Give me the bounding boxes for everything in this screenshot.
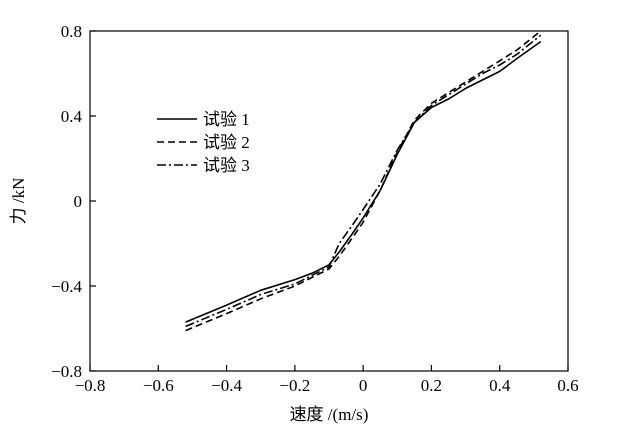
x-axis-label: 速度 /(m/s) bbox=[290, 405, 369, 424]
y-axis-label: 力 /kN bbox=[9, 178, 28, 225]
legend: 试验 1 试验 2 试验 3 bbox=[157, 110, 250, 175]
y-tick-label: 0.4 bbox=[61, 107, 83, 126]
x-tick-label: −0.6 bbox=[143, 376, 174, 395]
x-tick-label: 0.4 bbox=[489, 376, 511, 395]
series-line-1 bbox=[185, 40, 542, 323]
x-tick-label: −0.4 bbox=[211, 376, 242, 395]
y-tick-label: −0.4 bbox=[51, 277, 82, 296]
ticks bbox=[89, 30, 569, 372]
x-tick-label: −0.8 bbox=[75, 376, 106, 395]
series-line-2 bbox=[185, 30, 542, 332]
series-line-3 bbox=[185, 34, 542, 328]
y-tick-label: −0.8 bbox=[51, 362, 82, 381]
x-tick-label: 0.2 bbox=[421, 376, 442, 395]
x-tick-label: −0.2 bbox=[279, 376, 310, 395]
y-tick-label: 0 bbox=[74, 192, 83, 211]
legend-label-2: 试验 2 bbox=[203, 133, 250, 152]
tick-labels: −0.8 −0.6 −0.4 −0.2 0 0.2 0.4 0.6 −0.8 −0.4 0 0.4 0.… bbox=[51, 22, 578, 395]
x-tick-label: 0.6 bbox=[557, 376, 578, 395]
legend-label-3: 试验 3 bbox=[203, 156, 250, 175]
plot-frame bbox=[89, 30, 569, 372]
legend-label-1: 试验 1 bbox=[203, 110, 250, 129]
x-tick-label: 0 bbox=[359, 376, 368, 395]
y-tick-label: 0.8 bbox=[61, 22, 82, 41]
series-lines bbox=[185, 30, 542, 332]
